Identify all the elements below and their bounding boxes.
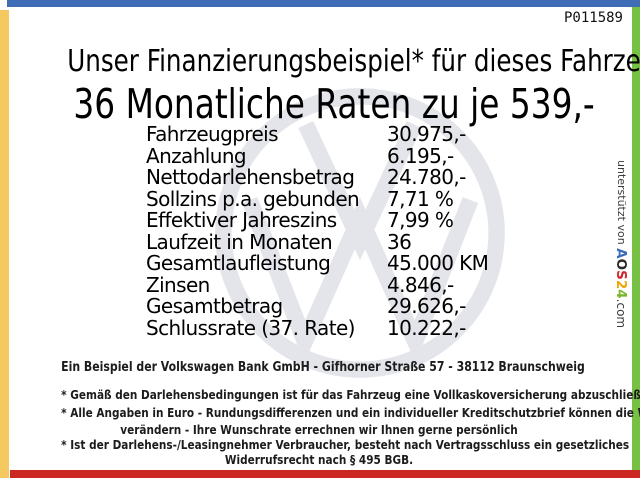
row-value: 7,99 % [387,208,454,232]
footnote-line: * Ist der Darlehens-/Leasingnehmer Verbr… [61,437,630,452]
brand-letter-o: O [613,258,629,271]
table-row: Gesamtbetrag 29.626,- [146,294,488,318]
row-label: Fahrzeugpreis [146,122,279,146]
row-label: Gesamtbetrag [146,294,283,318]
row-label: Effektiver Jahreszins [146,208,337,232]
vw-logo-watermark [215,88,505,378]
row-value: 10.222,- [387,315,466,340]
brand-suffix: .com [614,298,628,329]
row-label: Schlussrate (37. Rate) [146,315,355,340]
row-label: Gesamtlaufleistung [146,251,331,275]
row-value: 29.626,- [387,294,466,318]
offer-rate-headline: 36 Monatliche Raten zu je 539,- [73,80,595,128]
brand-letter-s: S [613,270,629,280]
row-label: Nettodarlehensbetrag [146,165,355,189]
row-value: 30.975,- [387,122,466,146]
footnote-line: verändern - Ihre Wunschrate errechnen wi… [120,422,518,437]
row-label: Laufzeit in Monaten [146,229,333,254]
row-label: Anzahlung [146,143,247,168]
supported-by-credit: unterstützt von AOS24.com [613,160,629,365]
table-row: Fahrzeugpreis 30.975,- [146,122,488,146]
row-value: 4.846,- [387,272,454,297]
footnote-euro-rounding: * Alle Angaben in Euro - Rundungsdiffere… [61,404,640,438]
frame-bar-top [7,0,640,7]
brand-letter-a: A [613,248,629,259]
footnote-withdrawal-right: * Ist der Darlehens-/Leasingnehmer Verbr… [61,437,630,467]
row-value: 6.195,- [387,143,454,168]
supported-by-label: unterstützt von [615,160,628,249]
table-row: Zinsen 4.846,- [146,272,488,297]
brand-letter-2: 2 [613,279,629,290]
row-label: Zinsen [146,272,210,297]
table-row: Nettodarlehensbetrag 24.780,- [146,165,488,189]
footnote-line: * Gemäß den Darlehensbedingungen ist für… [61,387,640,402]
footnote-line: Widerrufsrecht nach § 495 BGB. [224,452,414,467]
row-value: 45.000 KM [387,251,489,275]
frame-bar-left [0,10,9,478]
table-row: Gesamtlaufleistung 45.000 KM [146,251,489,275]
table-row: Laufzeit in Monaten 36 [146,229,488,254]
row-label: Sollzins p.a. gebunden [146,186,360,211]
row-value: 24.780,- [387,165,466,189]
finance-table: Fahrzeugpreis 30.975,- Anzahlung 6.195,-… [146,122,489,340]
table-row: Effektiver Jahreszins 7,99 % [146,208,488,232]
table-row: Schlussrate (37. Rate) 10.222,- [146,315,488,340]
footnote-line: * Alle Angaben in Euro - Rundungsdiffere… [61,405,640,420]
table-row: Sollzins p.a. gebunden 7,71 % [146,186,488,211]
brand-letter-4: 4 [613,289,629,299]
offer-headline: Unser Finanzierungsbeispiel* für dieses … [67,44,640,79]
row-value: 7,71 % [387,186,454,211]
reference-number: P011589 [563,10,623,26]
frame-bar-right [632,7,640,470]
frame-bar-bottom [10,470,640,478]
footnote-insurance: * Gemäß den Darlehensbedingungen ist für… [61,387,640,402]
row-value: 36 [387,229,412,254]
table-row: Anzahlung 6.195,- [146,143,488,168]
bank-address-line: Ein Beispiel der Volkswagen Bank GmbH - … [61,360,585,375]
